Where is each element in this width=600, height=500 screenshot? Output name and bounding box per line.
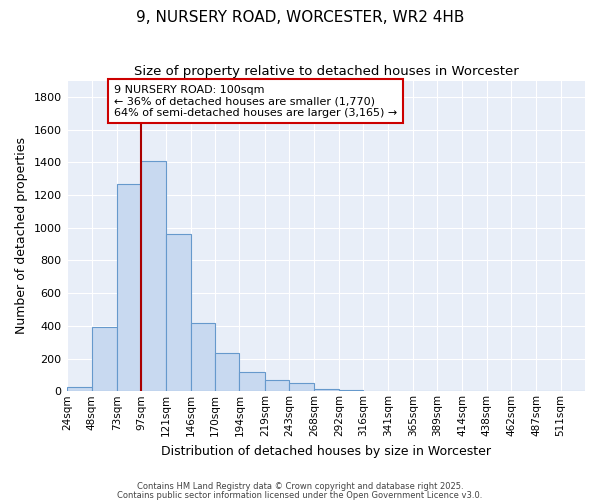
X-axis label: Distribution of detached houses by size in Worcester: Distribution of detached houses by size …	[161, 444, 491, 458]
Bar	[92, 328, 117, 392]
Bar	[265, 380, 289, 392]
Text: 9 NURSERY ROAD: 100sqm
← 36% of detached houses are smaller (1,770)
64% of semi-: 9 NURSERY ROAD: 100sqm ← 36% of detached…	[114, 84, 397, 118]
Bar	[289, 383, 314, 392]
Title: Size of property relative to detached houses in Worcester: Size of property relative to detached ho…	[134, 65, 518, 78]
Bar	[191, 322, 215, 392]
Bar	[314, 389, 339, 392]
Bar	[67, 387, 92, 392]
Text: 9, NURSERY ROAD, WORCESTER, WR2 4HB: 9, NURSERY ROAD, WORCESTER, WR2 4HB	[136, 10, 464, 25]
Bar	[166, 234, 191, 392]
Text: Contains public sector information licensed under the Open Government Licence v3: Contains public sector information licen…	[118, 490, 482, 500]
Text: Contains HM Land Registry data © Crown copyright and database right 2025.: Contains HM Land Registry data © Crown c…	[137, 482, 463, 491]
Bar	[117, 184, 141, 392]
Bar	[239, 372, 265, 392]
Y-axis label: Number of detached properties: Number of detached properties	[15, 138, 28, 334]
Bar	[215, 353, 239, 392]
Bar	[339, 390, 363, 392]
Bar	[141, 160, 166, 392]
